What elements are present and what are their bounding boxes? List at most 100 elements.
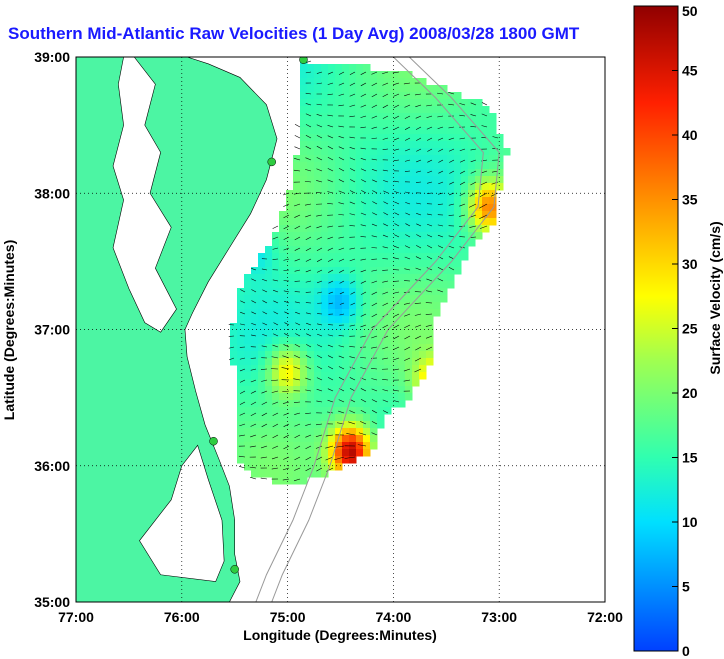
velocity-cell: [251, 414, 259, 422]
velocity-cell: [300, 344, 308, 352]
radar-station: [209, 436, 218, 446]
velocity-cell: [356, 99, 364, 107]
velocity-cell: [363, 99, 371, 107]
velocity-cell: [265, 337, 273, 345]
velocity-cell: [391, 239, 399, 247]
velocity-cell: [314, 246, 322, 254]
velocity-arrow: [293, 378, 301, 381]
velocity-arrow: [360, 212, 367, 216]
velocity-arrow: [228, 346, 235, 349]
velocity-cell: [398, 379, 406, 387]
velocity-cell: [482, 113, 490, 121]
velocity-arrow: [449, 170, 455, 174]
velocity-cell: [419, 134, 427, 142]
velocity-cell: [349, 183, 357, 191]
velocity-cell: [363, 253, 371, 261]
velocity-cell: [370, 246, 378, 254]
velocity-cell: [293, 442, 301, 450]
velocity-arrow: [382, 291, 389, 295]
velocity-cell: [349, 435, 357, 443]
velocity-cell: [237, 309, 245, 317]
velocity-arrow: [349, 71, 356, 76]
velocity-arrow: [316, 388, 323, 392]
velocity-cell: [447, 127, 455, 135]
velocity-arrow: [240, 300, 246, 304]
velocity-arrow: [349, 346, 356, 348]
velocity-cell: [433, 85, 441, 93]
velocity-cell: [328, 274, 336, 282]
velocity-cell: [412, 260, 420, 268]
velocity-cell: [370, 274, 378, 282]
velocity-cell: [391, 288, 399, 296]
velocity-arrow: [294, 158, 301, 161]
velocity-cell: [412, 204, 420, 212]
velocity-cell: [489, 211, 497, 219]
velocity-cell: [265, 316, 273, 324]
velocity-arrow: [382, 302, 389, 306]
velocity-cell: [377, 267, 385, 275]
velocity-cell: [370, 218, 378, 226]
velocity-cell: [342, 281, 350, 289]
velocity-arrow: [393, 126, 400, 130]
velocity-cell: [265, 309, 273, 317]
velocity-arrow: [282, 467, 290, 471]
velocity-arrow: [405, 234, 411, 238]
velocity-arrow: [272, 401, 279, 405]
velocity-cell: [272, 281, 280, 289]
velocity-arrow: [250, 357, 257, 359]
velocity-arrow: [360, 71, 367, 75]
velocity-cell: [314, 99, 322, 107]
velocity-cell: [293, 414, 301, 422]
velocity-arrow: [316, 247, 323, 251]
velocity-cell: [272, 414, 280, 422]
plot-frame: [75, 56, 606, 603]
velocity-cell: [363, 414, 371, 422]
velocity-cell: [328, 344, 336, 352]
velocity-arrow: [414, 368, 422, 373]
velocity-cell: [335, 120, 343, 128]
velocity-arrow: [437, 126, 444, 130]
velocity-cell: [384, 239, 392, 247]
velocity-arrow: [470, 181, 477, 186]
velocity-cell: [419, 155, 427, 163]
velocity-cell: [440, 197, 448, 205]
velocity-cell: [272, 239, 280, 247]
velocity-cell: [300, 134, 308, 142]
velocity-cell: [454, 92, 462, 100]
velocity-cell: [307, 449, 315, 457]
velocity-cell: [426, 295, 434, 303]
velocity-cell: [426, 162, 434, 170]
velocity-arrow: [305, 366, 312, 370]
velocity-cell: [265, 372, 273, 380]
velocity-cell: [342, 204, 350, 212]
velocity-cell: [398, 225, 406, 233]
velocity-cell: [342, 78, 350, 86]
velocity-arrow: [272, 423, 279, 428]
velocity-cell: [314, 169, 322, 177]
velocity-cell: [391, 218, 399, 226]
velocity-cell: [447, 176, 455, 184]
velocity-cell: [377, 232, 385, 240]
velocity-cell: [468, 225, 476, 233]
velocity-cell: [279, 260, 287, 268]
velocity-cell: [314, 120, 322, 128]
velocity-cell: [384, 330, 392, 338]
velocity-cell: [391, 232, 399, 240]
velocity-cell: [419, 197, 427, 205]
velocity-cell: [314, 274, 322, 282]
velocity-arrow: [404, 126, 411, 130]
velocity-cell: [440, 225, 448, 233]
velocity-cell: [349, 120, 357, 128]
velocity-arrow: [338, 214, 345, 216]
velocity-cell: [440, 162, 448, 170]
velocity-cell: [454, 267, 462, 275]
velocity-cell: [321, 435, 329, 443]
velocity-cell: [398, 253, 406, 261]
velocity-cell: [454, 134, 462, 142]
velocity-cell: [405, 92, 413, 100]
velocity-arrow: [251, 300, 257, 304]
velocity-cell: [370, 71, 378, 79]
velocity-arrow: [371, 302, 378, 307]
velocity-cell: [405, 99, 413, 107]
